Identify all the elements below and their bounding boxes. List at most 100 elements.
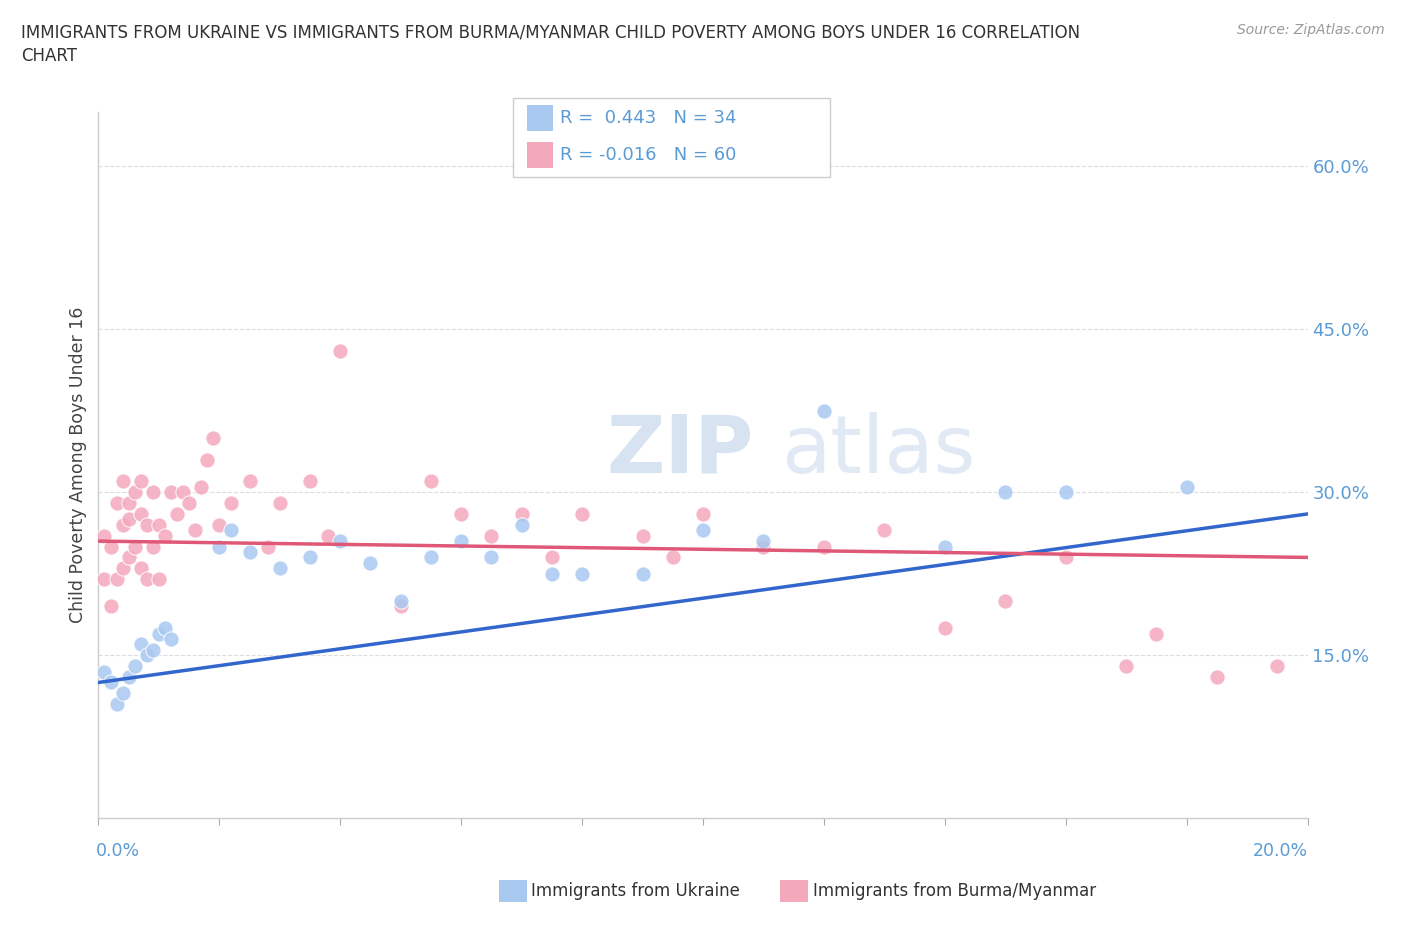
Point bbox=[105, 496, 128, 511]
Point bbox=[129, 507, 152, 522]
Point bbox=[256, 539, 278, 554]
Point bbox=[813, 404, 835, 418]
Point bbox=[813, 539, 835, 554]
Point bbox=[1115, 658, 1137, 673]
Y-axis label: Child Poverty Among Boys Under 16: Child Poverty Among Boys Under 16 bbox=[69, 307, 87, 623]
Point bbox=[692, 507, 714, 522]
Point bbox=[1054, 550, 1077, 565]
Point bbox=[631, 528, 654, 543]
Point bbox=[190, 479, 212, 494]
Text: Immigrants from Burma/Myanmar: Immigrants from Burma/Myanmar bbox=[813, 882, 1095, 900]
Point bbox=[329, 343, 352, 358]
Point bbox=[934, 620, 956, 635]
Point bbox=[299, 474, 322, 489]
Point bbox=[111, 474, 134, 489]
Point bbox=[221, 523, 243, 538]
Point bbox=[389, 593, 412, 608]
Point bbox=[329, 534, 352, 549]
Point bbox=[221, 496, 243, 511]
Point bbox=[129, 474, 152, 489]
Point bbox=[118, 550, 141, 565]
Point bbox=[510, 507, 533, 522]
Point bbox=[129, 561, 152, 576]
Point bbox=[148, 572, 170, 587]
Point bbox=[934, 539, 956, 554]
Point bbox=[100, 539, 122, 554]
Point bbox=[179, 496, 201, 511]
Point bbox=[118, 670, 141, 684]
Point bbox=[661, 550, 683, 565]
Point bbox=[1267, 658, 1289, 673]
Point bbox=[148, 517, 170, 532]
Point bbox=[129, 637, 152, 652]
Text: Source: ZipAtlas.com: Source: ZipAtlas.com bbox=[1237, 23, 1385, 37]
Point bbox=[239, 545, 262, 560]
Point bbox=[873, 523, 896, 538]
Point bbox=[389, 599, 412, 614]
Point bbox=[142, 539, 165, 554]
Point bbox=[208, 517, 231, 532]
Point bbox=[142, 643, 165, 658]
Point bbox=[752, 534, 775, 549]
Point bbox=[93, 664, 115, 679]
Point bbox=[195, 452, 218, 467]
Point bbox=[208, 539, 231, 554]
Point bbox=[160, 631, 183, 646]
Point bbox=[1144, 626, 1167, 641]
Text: 0.0%: 0.0% bbox=[96, 842, 139, 860]
Text: IMMIGRANTS FROM UKRAINE VS IMMIGRANTS FROM BURMA/MYANMAR CHILD POVERTY AMONG BOY: IMMIGRANTS FROM UKRAINE VS IMMIGRANTS FR… bbox=[21, 23, 1080, 65]
Point bbox=[105, 572, 128, 587]
Point bbox=[166, 507, 188, 522]
Point bbox=[571, 507, 593, 522]
Point bbox=[269, 496, 291, 511]
Point bbox=[93, 528, 115, 543]
Point bbox=[360, 555, 382, 570]
Point bbox=[269, 561, 291, 576]
Point bbox=[142, 485, 165, 499]
Point bbox=[135, 517, 157, 532]
Point bbox=[153, 528, 176, 543]
Point bbox=[160, 485, 183, 499]
Point bbox=[93, 572, 115, 587]
Text: 20.0%: 20.0% bbox=[1253, 842, 1308, 860]
Point bbox=[1175, 479, 1198, 494]
Point bbox=[184, 523, 207, 538]
Point bbox=[299, 550, 322, 565]
Point bbox=[481, 528, 503, 543]
Point bbox=[111, 517, 134, 532]
Point bbox=[100, 599, 122, 614]
Point bbox=[202, 431, 225, 445]
Point bbox=[172, 485, 194, 499]
Point bbox=[752, 539, 775, 554]
Point bbox=[135, 648, 157, 663]
Point bbox=[118, 512, 141, 526]
Text: Immigrants from Ukraine: Immigrants from Ukraine bbox=[531, 882, 741, 900]
Text: ZIP: ZIP bbox=[606, 412, 754, 490]
Point bbox=[692, 523, 714, 538]
Point bbox=[450, 507, 472, 522]
Point bbox=[994, 593, 1017, 608]
Point bbox=[105, 697, 128, 711]
Point bbox=[571, 566, 593, 581]
Point bbox=[111, 686, 134, 701]
Point bbox=[994, 485, 1017, 499]
Point bbox=[631, 566, 654, 581]
Point bbox=[124, 485, 146, 499]
Point bbox=[153, 620, 176, 635]
Point bbox=[239, 474, 262, 489]
Point bbox=[124, 658, 146, 673]
Point bbox=[481, 550, 503, 565]
Point bbox=[135, 572, 157, 587]
Text: atlas: atlas bbox=[782, 412, 976, 490]
Text: R = -0.016   N = 60: R = -0.016 N = 60 bbox=[560, 146, 735, 165]
Point bbox=[100, 675, 122, 690]
Point bbox=[148, 626, 170, 641]
Text: R =  0.443   N = 34: R = 0.443 N = 34 bbox=[560, 109, 737, 127]
Point bbox=[420, 550, 443, 565]
Point bbox=[510, 517, 533, 532]
Point bbox=[316, 528, 339, 543]
Point bbox=[420, 474, 443, 489]
Point bbox=[450, 534, 472, 549]
Point bbox=[540, 566, 562, 581]
Point bbox=[1054, 485, 1077, 499]
